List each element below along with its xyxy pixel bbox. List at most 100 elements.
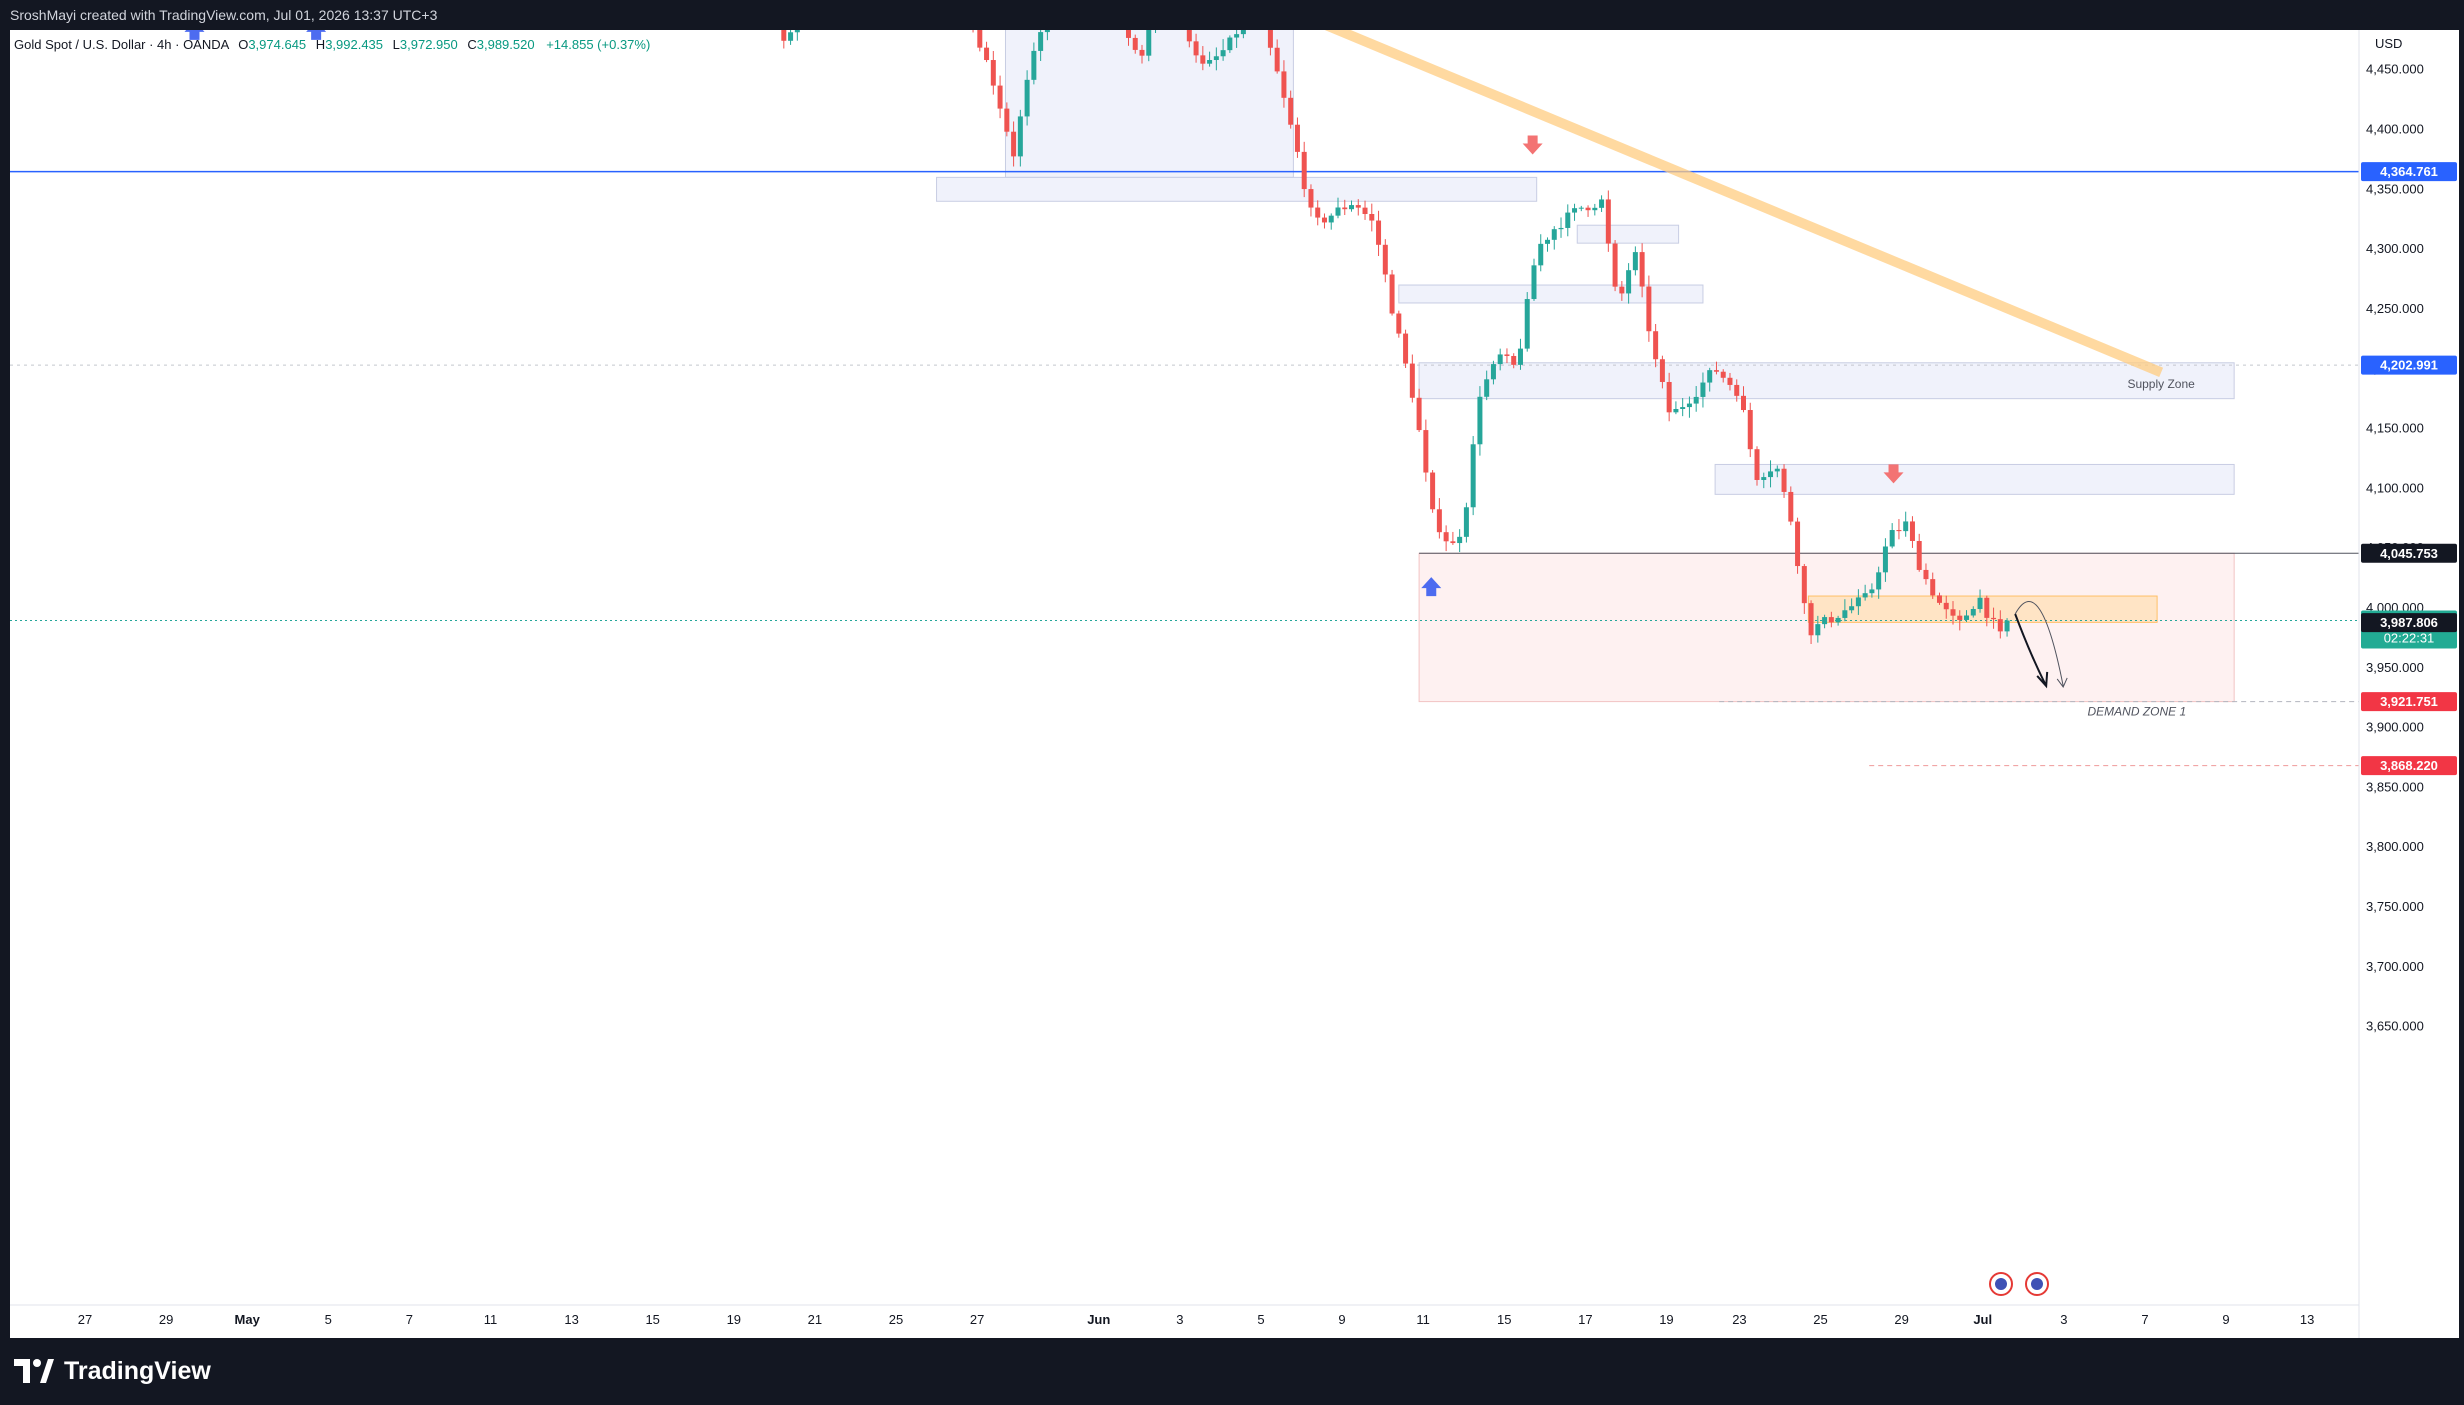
candle: [1511, 355, 1517, 365]
candle: [1592, 207, 1598, 211]
time-tick-label: 29: [1894, 1312, 1908, 1327]
us-flag-icon-inner: [1995, 1278, 2007, 1290]
candle: [1822, 617, 1828, 625]
candle: [977, 30, 983, 48]
candle: [1788, 491, 1794, 522]
candle: [1011, 131, 1017, 157]
time-tick-label: 25: [889, 1312, 903, 1327]
chart-pane[interactable]: Supply Zone DEMAND ZONE 1 USD 3,650.000 3,…: [10, 30, 2459, 1338]
candle: [1882, 546, 1888, 573]
candle: [1430, 472, 1436, 510]
price-label: 3,868.220: [2380, 758, 2438, 773]
time-tick-label: Jul: [1973, 1312, 1992, 1327]
time-tick-label: 19: [1659, 1312, 1673, 1327]
time-tick-label: 9: [2222, 1312, 2229, 1327]
price-label: 3,921.751: [2380, 694, 2438, 709]
time-tick-label: 11: [484, 1312, 498, 1327]
time-tick-label: 19: [727, 1312, 741, 1327]
candle: [1504, 354, 1510, 356]
candle: [1693, 396, 1699, 404]
candle: [1774, 468, 1780, 472]
price-chart[interactable]: Supply Zone DEMAND ZONE 1 USD 3,650.000 3,…: [10, 30, 2459, 1338]
price-label-box: [2361, 613, 2457, 633]
time-tick-label: 11: [1416, 1312, 1430, 1327]
close-value: 3,989.520: [477, 37, 535, 52]
candle: [1572, 208, 1578, 213]
candle: [1416, 397, 1422, 431]
time-tick-label: 23: [1732, 1312, 1746, 1327]
symbol-legend: Gold Spot / U.S. Dollar · 4h · OANDA O3,…: [14, 37, 650, 52]
price-tick-label: 3,750.000: [2366, 899, 2424, 914]
candle: [1031, 50, 1037, 80]
candle: [1457, 536, 1463, 544]
candle: [1734, 384, 1740, 396]
candle: [794, 30, 800, 33]
candle: [1470, 444, 1476, 508]
candle: [788, 32, 794, 41]
price-tick-label: 3,900.000: [2366, 720, 2424, 735]
high-label: H: [316, 37, 325, 52]
zone-annotation: DEMAND ZONE 1: [2087, 705, 2186, 719]
candle: [1024, 79, 1030, 117]
candle: [1605, 199, 1611, 244]
candle: [984, 47, 990, 61]
candle: [1207, 60, 1213, 64]
candle: [1984, 597, 1990, 618]
candle: [1970, 609, 1976, 616]
candle: [1578, 207, 1584, 209]
candle: [1964, 615, 1970, 620]
forecast-arrowhead: [2036, 671, 2049, 689]
attribution-bar: SroshMayi created with TradingView.com, …: [0, 0, 2464, 30]
candle: [1146, 30, 1152, 56]
candle: [1997, 619, 2003, 632]
candle: [1044, 30, 1050, 33]
candle: [1626, 270, 1632, 294]
candle: [1490, 364, 1496, 380]
supply-zone: [1714, 463, 2235, 495]
time-tick-label: 3: [1176, 1312, 1183, 1327]
candle: [781, 30, 787, 41]
candle: [1950, 609, 1956, 616]
time-tick-label: Jun: [1087, 1312, 1110, 1327]
candle: [1795, 521, 1801, 567]
candle: [1612, 243, 1618, 287]
price-label: 4,202.991: [2380, 358, 2438, 373]
candle: [1004, 108, 1010, 132]
candle: [1828, 617, 1834, 623]
candle: [1524, 299, 1530, 349]
candle: [1132, 37, 1138, 50]
time-tick-label: 3: [2060, 1312, 2067, 1327]
candle: [997, 85, 1003, 109]
candle: [1551, 229, 1557, 240]
candle: [1923, 569, 1929, 580]
candle: [1274, 47, 1280, 72]
price-label: 3,987.806: [2380, 615, 2438, 630]
candle: [1213, 56, 1219, 61]
high-value: 3,992.435: [325, 37, 383, 52]
time-tick-label: 27: [970, 1312, 984, 1327]
price-tick-label: 4,250.000: [2366, 301, 2424, 316]
candle: [1768, 471, 1774, 478]
candle: [1382, 244, 1388, 275]
candle: [1747, 410, 1753, 450]
low-value: 3,972.950: [400, 37, 458, 52]
candle: [1835, 617, 1841, 623]
candle: [1700, 382, 1706, 397]
tradingview-logo[interactable]: TradingView: [14, 1352, 211, 1390]
candle: [1632, 252, 1638, 271]
time-tick-label: 21: [808, 1312, 822, 1327]
candle: [1639, 252, 1645, 287]
candle: [1619, 286, 1625, 294]
supply-zone: [1418, 362, 2235, 400]
open-value: 3,974.645: [248, 37, 306, 52]
focus-zone: [1807, 595, 2158, 623]
candle: [1876, 572, 1882, 590]
supply-zone: [1398, 284, 1704, 304]
arrow-down-icon: [1883, 464, 1904, 484]
candle: [1849, 606, 1855, 611]
price-tick-label: 4,300.000: [2366, 241, 2424, 256]
candle: [1916, 540, 1922, 570]
economic-event-icons[interactable]: [1989, 1272, 2049, 1296]
candle: [1977, 597, 1983, 610]
time-tick-label: 27: [78, 1312, 92, 1327]
